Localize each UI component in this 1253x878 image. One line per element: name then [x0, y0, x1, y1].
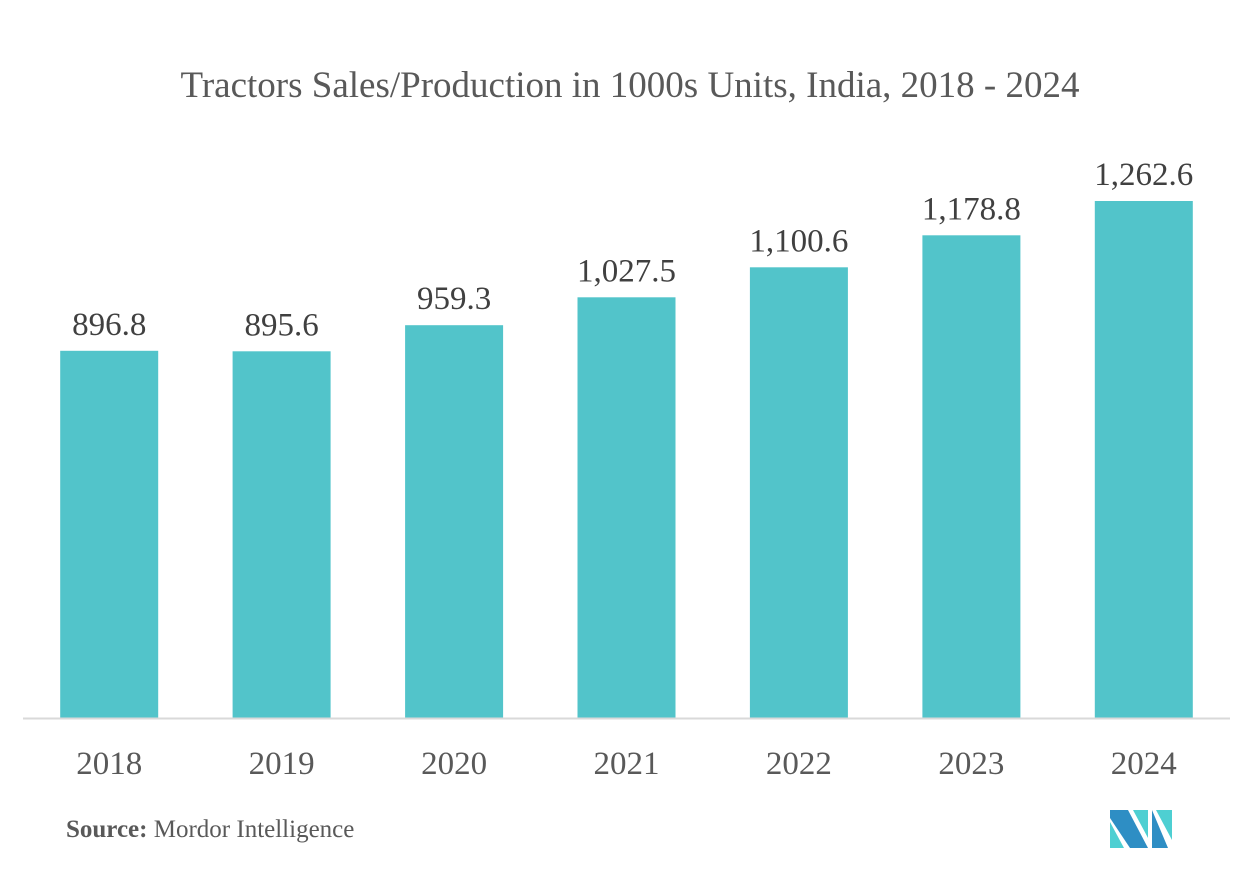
- source-value: Mordor Intelligence: [153, 816, 355, 843]
- bar-2021: [577, 297, 676, 718]
- value-label-2018: 896.8: [72, 307, 146, 343]
- bar-2018: [60, 350, 159, 718]
- value-label-2019: 895.6: [244, 307, 318, 343]
- x-tick-label-2024: 2024: [1111, 746, 1177, 782]
- chart-title: Tractors Sales/Production in 1000s Units…: [180, 65, 1080, 106]
- bar-2023: [922, 235, 1021, 719]
- bar-2024: [1094, 201, 1193, 718]
- x-tick-label-2022: 2022: [766, 746, 832, 782]
- logo-left-light: [1110, 822, 1124, 848]
- bars-group: [60, 201, 1193, 719]
- value-labels-group: 896.8 895.6 959.3 1,027.5 1,100.6 1,178.8 1,26…: [72, 157, 1193, 343]
- logo-left-dark: [1110, 810, 1148, 848]
- value-label-2023: 1,178.8: [922, 191, 1021, 227]
- source-key: Source:: [66, 816, 148, 843]
- value-label-2021: 1,027.5: [577, 253, 676, 289]
- value-label-2022: 1,100.6: [749, 223, 848, 259]
- source-note: Source: Mordor Intelligence: [66, 816, 354, 844]
- bar-2020: [405, 325, 504, 718]
- value-label-2020: 959.3: [417, 281, 491, 317]
- x-tick-label-2023: 2023: [938, 746, 1004, 782]
- x-tick-labels-group: 2018 2019 2020 2021 2022 2023 2024: [76, 746, 1177, 782]
- x-tick-label-2020: 2020: [421, 746, 487, 782]
- logo-middle-light: [1133, 810, 1148, 838]
- bar-2022: [749, 267, 848, 718]
- logo-right-light: [1156, 810, 1172, 840]
- x-tick-label-2019: 2019: [249, 746, 315, 782]
- logo-right-dark: [1152, 810, 1168, 848]
- x-tick-label-2021: 2021: [594, 746, 660, 782]
- x-tick-label-2018: 2018: [76, 746, 142, 782]
- bar-2019: [232, 351, 331, 718]
- mordor-intelligence-logo-icon: [1110, 810, 1172, 848]
- value-label-2024: 1,262.6: [1094, 157, 1193, 193]
